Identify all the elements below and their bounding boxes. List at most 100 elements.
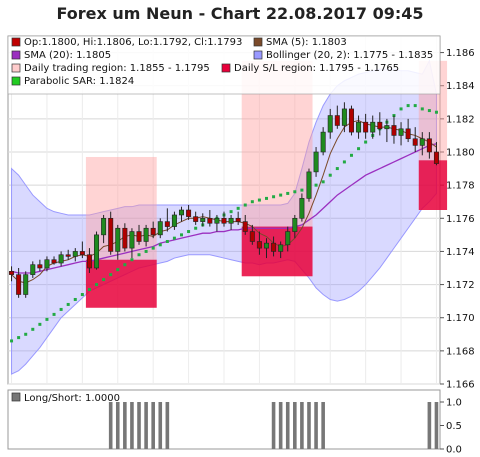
y-tick-label: 1.178 — [446, 181, 475, 192]
psar-point — [279, 193, 283, 197]
ls-bar — [151, 402, 155, 449]
chart-title: Forex um Neun - Chart 22.08.2017 09:45 — [56, 4, 424, 23]
ls-plot-area — [7, 389, 441, 450]
candle-body — [129, 231, 135, 249]
psar-point — [293, 190, 297, 194]
psar-point — [236, 206, 240, 210]
candle-body — [214, 217, 220, 224]
candle-body — [86, 254, 92, 269]
psar-point — [180, 233, 184, 237]
psar-point — [300, 188, 304, 192]
ls-bar — [123, 402, 127, 449]
legend: Op:1.1800, Hi:1.1806, Lo:1.1792, Cl:1.17… — [7, 35, 441, 95]
psar-point — [264, 196, 268, 200]
candle-body — [377, 121, 383, 130]
ls-bar — [321, 402, 325, 449]
psar-point — [80, 293, 84, 297]
ls-bar — [307, 402, 311, 449]
ls-bar — [285, 402, 290, 449]
ls-bar — [427, 402, 432, 449]
candle-body — [200, 217, 206, 222]
psar-point — [52, 312, 56, 316]
psar-point — [95, 283, 99, 287]
psar-point — [123, 263, 127, 267]
candle-body — [143, 227, 149, 242]
ls-bar — [314, 402, 318, 449]
legend-label: SMA (20): 1.1805 — [24, 50, 111, 61]
legend-label: Bollinger (20, 2): 1.1775 - 1.1835 — [266, 50, 433, 61]
candle-body — [207, 217, 213, 224]
legend-label: Parabolic SAR: 1.1824 — [24, 76, 134, 87]
candle-body — [370, 121, 376, 133]
legend-swatch — [253, 37, 263, 47]
candle-body — [433, 151, 439, 164]
candle-body — [285, 231, 291, 246]
ls-bar — [278, 402, 283, 449]
legend-swatch — [253, 50, 263, 60]
psar-point — [357, 147, 361, 151]
legend-swatch — [11, 76, 21, 86]
psar-point — [130, 258, 134, 262]
psar-point — [10, 339, 14, 343]
psar-point — [413, 104, 417, 108]
y-tick-label: 1.170 — [446, 313, 475, 324]
psar-point — [38, 322, 42, 326]
candle-body — [419, 138, 425, 146]
candle-body — [122, 227, 128, 249]
candle-body — [327, 115, 333, 133]
psar-point — [328, 173, 332, 177]
candle-body — [412, 138, 418, 146]
ls-legend-swatch — [11, 392, 21, 402]
candle-body — [186, 209, 192, 217]
candle-body — [320, 131, 326, 153]
y-tick-label: 1.176 — [446, 214, 475, 225]
candle-body — [136, 231, 142, 242]
candle-body — [58, 254, 64, 264]
candle-body — [271, 242, 277, 252]
psar-point — [364, 140, 368, 144]
legend-label: Op:1.1800, Hi:1.1806, Lo:1.1792, Cl:1.17… — [24, 37, 242, 48]
y-tick-label: 1.166 — [446, 380, 475, 391]
psar-point — [194, 226, 198, 230]
ls-bar — [144, 402, 148, 449]
candle-body — [150, 227, 156, 236]
y-tick-label: 1.184 — [446, 81, 475, 92]
psar-point — [427, 109, 431, 113]
legend-swatch — [11, 37, 21, 47]
ls-bar — [108, 402, 113, 449]
candle-body — [306, 171, 312, 199]
candle-body — [426, 138, 432, 153]
candle-body — [263, 242, 269, 249]
candle-body — [334, 115, 340, 126]
psar-point — [250, 200, 254, 204]
psar-point — [335, 167, 339, 171]
ls-legend-label: Long/Short: 1.0000 — [24, 393, 120, 404]
ls-bar — [300, 402, 304, 449]
ls-y-tick-label: 0.0 — [446, 445, 462, 456]
psar-point — [321, 180, 325, 184]
sma20-line — [11, 143, 437, 274]
psar-point — [349, 153, 353, 157]
sl-region — [418, 160, 448, 210]
candle-body — [101, 217, 107, 236]
ls-bar — [271, 402, 276, 449]
psar-point — [151, 246, 155, 250]
psar-point — [399, 107, 403, 111]
candle-body — [405, 128, 411, 140]
psar-point — [286, 191, 290, 195]
psar-point — [73, 297, 77, 301]
y-tick-label: 1.172 — [446, 280, 475, 291]
psar-point — [66, 302, 70, 306]
legend-swatch — [221, 63, 231, 73]
candle-body — [249, 231, 255, 242]
long-short-panel: 0.0 0.5 1.0 Long/Short: 1.0000 — [7, 389, 462, 456]
psar-point — [158, 243, 162, 247]
candle-body — [94, 234, 100, 269]
psar-point — [24, 332, 28, 336]
psar-point — [314, 183, 318, 187]
candle-body — [398, 128, 404, 136]
candle-body — [115, 227, 121, 252]
candle-body — [356, 121, 362, 133]
psar-point — [172, 236, 176, 240]
ls-bar — [115, 402, 120, 449]
